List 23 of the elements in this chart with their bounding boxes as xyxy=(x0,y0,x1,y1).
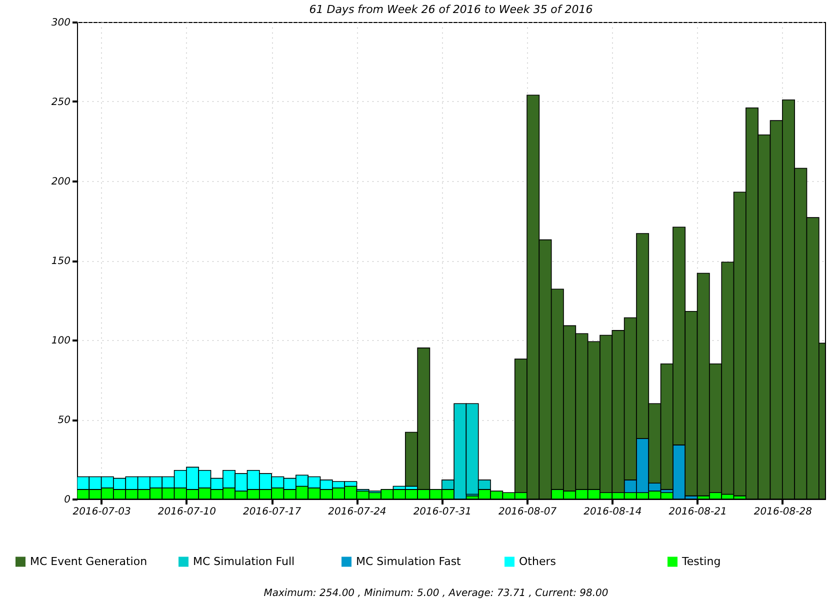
text: Maximum: 254.00 , Minimum: 5.00 , Average: 73.71 , Current: 98.00 xyxy=(264,588,608,599)
x-tick-label: 2016-07-17 xyxy=(243,506,302,518)
chart-title: 61 Days from Week 26 of 2016 to Week 35 of 2016 xyxy=(309,3,593,16)
legend-label: Testing xyxy=(681,554,721,568)
y-tick-label: 0 xyxy=(64,494,70,506)
x-tick-label: 2016-08-21 xyxy=(668,506,727,518)
x-tick-label: 2016-08-07 xyxy=(498,506,558,518)
y-tick-label: 250 xyxy=(51,97,70,108)
legend-label: MC Event Generation xyxy=(30,554,148,568)
legend-label: MC Simulation Full xyxy=(193,554,295,568)
x-tick-label: 2016-07-31 xyxy=(413,506,472,518)
x-tick-label: 2016-07-10 xyxy=(158,506,216,518)
y-tick-label: 50 xyxy=(58,415,70,426)
x-tick-label: 2016-07-03 xyxy=(72,506,131,518)
y-tick-label: 100 xyxy=(51,336,70,346)
x-tick-label: 2016-08-14 xyxy=(584,506,642,518)
y-tick-label: 150 xyxy=(51,256,70,267)
legend-label: MC Simulation Fast xyxy=(356,554,462,568)
x-tick-label: 2016-08-28 xyxy=(754,506,812,518)
legend-label: Others xyxy=(519,554,556,568)
y-tick-label: 300 xyxy=(51,18,70,28)
x-tick-label: 2016-07-24 xyxy=(328,506,386,518)
y-tick-label: 200 xyxy=(51,176,70,188)
